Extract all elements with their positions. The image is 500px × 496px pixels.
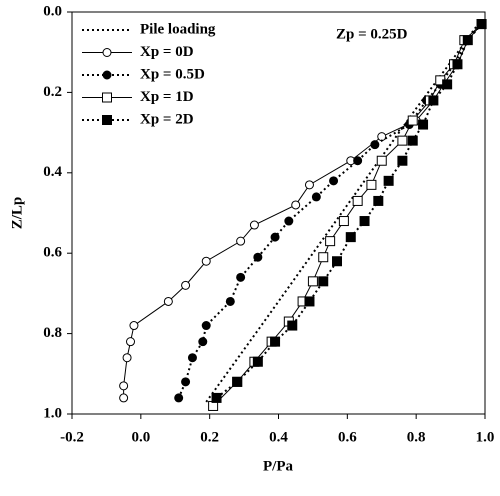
y-tick-label: 0.4 <box>43 164 62 180</box>
data-point <box>370 140 380 150</box>
data-point <box>318 276 329 287</box>
data-point <box>129 321 139 331</box>
data-point <box>236 272 246 282</box>
data-point <box>122 353 132 363</box>
data-point <box>311 192 321 202</box>
y-tick-label: 0.2 <box>43 84 62 100</box>
data-point <box>332 256 343 267</box>
data-point <box>253 252 263 262</box>
data-point <box>428 95 439 106</box>
x-tick-label: -0.2 <box>60 429 84 445</box>
series-line <box>205 23 479 403</box>
data-point <box>353 156 363 166</box>
data-point <box>338 216 349 227</box>
annotation: Zp = 0.25D <box>336 26 408 42</box>
legend-marker <box>102 70 112 80</box>
x-tick-label: 0.6 <box>338 429 357 445</box>
data-point <box>383 175 394 186</box>
y-tick-label: 1.0 <box>43 405 62 421</box>
y-tick-label: 0.8 <box>43 325 62 341</box>
y-tick-label: 0.6 <box>43 245 62 261</box>
data-point <box>366 179 377 190</box>
data-point <box>287 320 298 331</box>
data-point <box>201 321 211 331</box>
data-point <box>307 276 318 287</box>
data-point <box>304 180 314 190</box>
data-point <box>373 195 384 206</box>
data-point <box>181 280 191 290</box>
data-point <box>163 296 173 306</box>
data-point <box>126 337 136 347</box>
x-tick-label: 0.2 <box>200 429 219 445</box>
data-point <box>397 135 408 146</box>
x-tick-label: 0.4 <box>269 429 288 445</box>
data-point <box>119 381 129 391</box>
data-point <box>232 376 243 387</box>
data-point <box>270 232 280 242</box>
data-point <box>225 296 235 306</box>
data-point <box>181 377 191 387</box>
legend-label: Pile loading <box>140 21 216 37</box>
data-point <box>318 252 329 263</box>
data-point <box>418 119 429 130</box>
data-point <box>236 236 246 246</box>
data-point <box>249 220 259 230</box>
data-point <box>452 59 463 70</box>
data-point <box>377 132 387 142</box>
legend-label: Xp = 2D <box>140 111 194 127</box>
data-point <box>211 392 222 403</box>
legend-marker <box>102 48 112 57</box>
data-point <box>198 337 208 347</box>
legend-marker <box>102 92 112 103</box>
data-point <box>325 236 336 247</box>
data-point <box>252 356 263 367</box>
x-tick-label: 0.8 <box>407 429 426 445</box>
data-point <box>329 176 339 186</box>
data-point <box>270 336 281 347</box>
data-point <box>397 155 408 166</box>
data-point <box>119 393 129 403</box>
data-point <box>476 19 487 30</box>
data-point <box>352 195 363 206</box>
data-point <box>187 353 197 363</box>
legend-label: Xp = 1D <box>140 89 194 105</box>
y-tick-label: 0.0 <box>43 3 62 19</box>
data-point <box>407 135 418 146</box>
data-point <box>442 79 453 90</box>
data-point <box>284 216 294 226</box>
y-axis-title: Z/Lp <box>9 197 25 230</box>
data-point <box>407 115 418 126</box>
data-point <box>359 216 370 227</box>
data-point <box>304 296 315 307</box>
legend-marker <box>102 115 112 125</box>
data-point <box>376 155 387 166</box>
x-tick-label: 0.0 <box>131 429 150 445</box>
x-axis-title: P/Pa <box>263 458 293 474</box>
data-point <box>345 232 356 243</box>
legend-label: Xp = 0D <box>140 44 194 60</box>
data-point <box>201 256 211 266</box>
legend-label: Xp = 0.5D <box>140 66 205 82</box>
x-tick-label: 1.0 <box>476 429 495 445</box>
data-point <box>291 200 301 210</box>
data-point <box>174 393 184 403</box>
data-point <box>462 35 473 46</box>
